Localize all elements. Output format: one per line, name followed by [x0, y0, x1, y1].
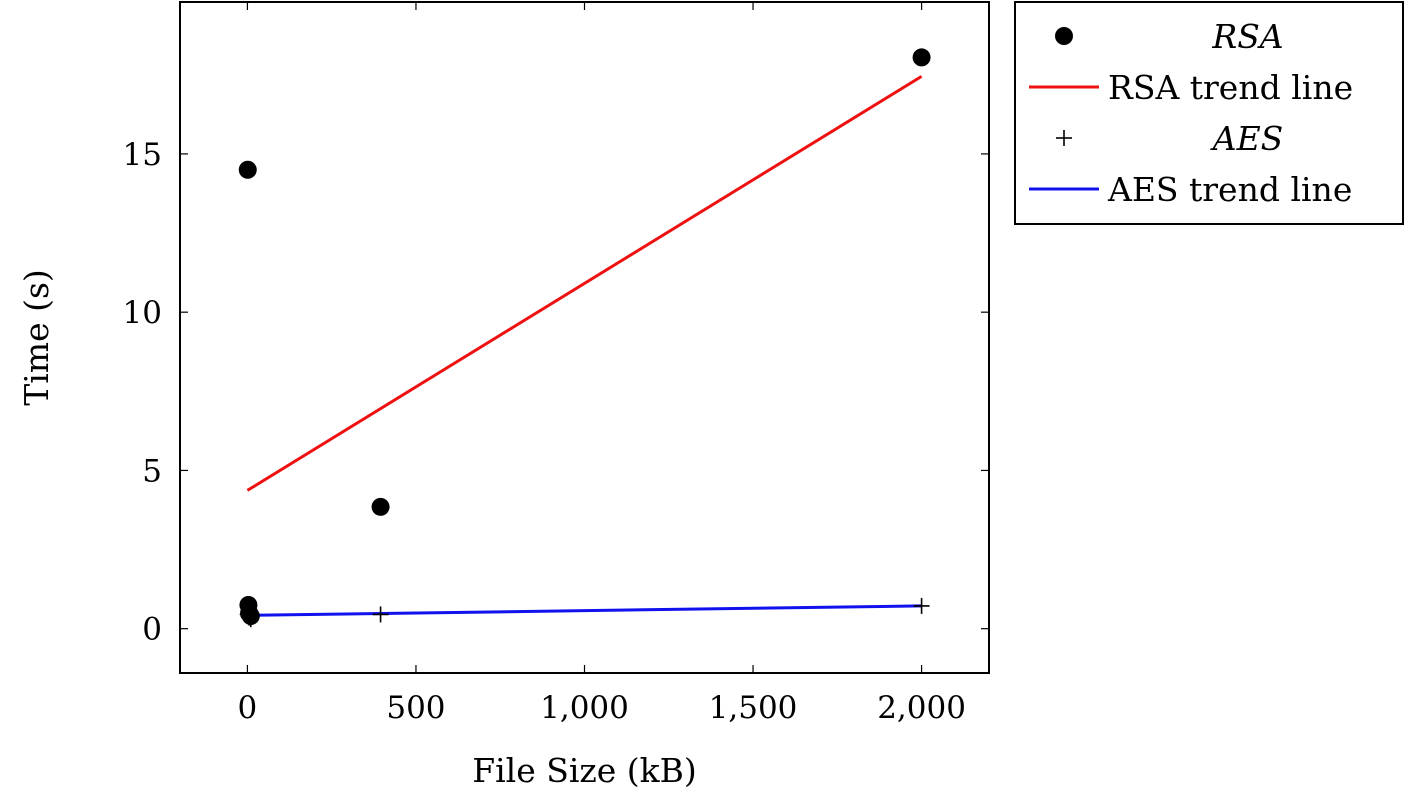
legend-label: RSA — [1211, 17, 1283, 56]
x-tick-label: 500 — [386, 690, 445, 726]
legend-plus-swatch — [1056, 130, 1072, 146]
legend-label: AES — [1210, 119, 1284, 158]
series-line-1 — [246, 75, 923, 492]
y-tick-label: 15 — [123, 137, 162, 173]
plot-area — [238, 48, 931, 628]
legend-box — [1014, 1, 1404, 225]
series-line-3 — [247, 604, 922, 617]
aes-point — [372, 606, 389, 623]
x-tick-label: 0 — [238, 690, 258, 726]
rsa-point — [371, 497, 390, 516]
y-tick-label: 10 — [123, 295, 162, 331]
aes-point — [242, 611, 259, 628]
legend-item: AES trend line — [1029, 170, 1352, 209]
y-tick-label: 0 — [142, 612, 162, 648]
rsa-point — [238, 160, 257, 179]
legend-item: AES — [1056, 119, 1283, 158]
plot-frame — [179, 1, 990, 674]
legend: RSA RSA trend line AES AES trend line — [1014, 1, 1404, 225]
y-axis: 0 5 10 15 — [123, 137, 989, 648]
legend-circle-swatch — [1055, 27, 1073, 45]
legend-label: AES trend line — [1107, 170, 1352, 209]
x-axis: 0 500 1,000 1,500 2,000 — [238, 2, 966, 726]
x-tick-label: 2,000 — [877, 690, 966, 726]
rsa-point — [912, 48, 931, 67]
aes-point — [913, 597, 930, 614]
x-tick-label: 1,500 — [709, 690, 798, 726]
legend-label: RSA trend line — [1108, 68, 1353, 107]
aes-point — [241, 609, 258, 626]
legend-item: RSA trend line — [1029, 68, 1353, 107]
legend-item: RSA — [1055, 17, 1284, 56]
x-tick-label: 1,000 — [540, 690, 629, 726]
y-axis-title: Time (s) — [17, 269, 56, 406]
x-axis-title: File Size (kB) — [472, 751, 697, 790]
y-tick-label: 5 — [142, 453, 162, 489]
